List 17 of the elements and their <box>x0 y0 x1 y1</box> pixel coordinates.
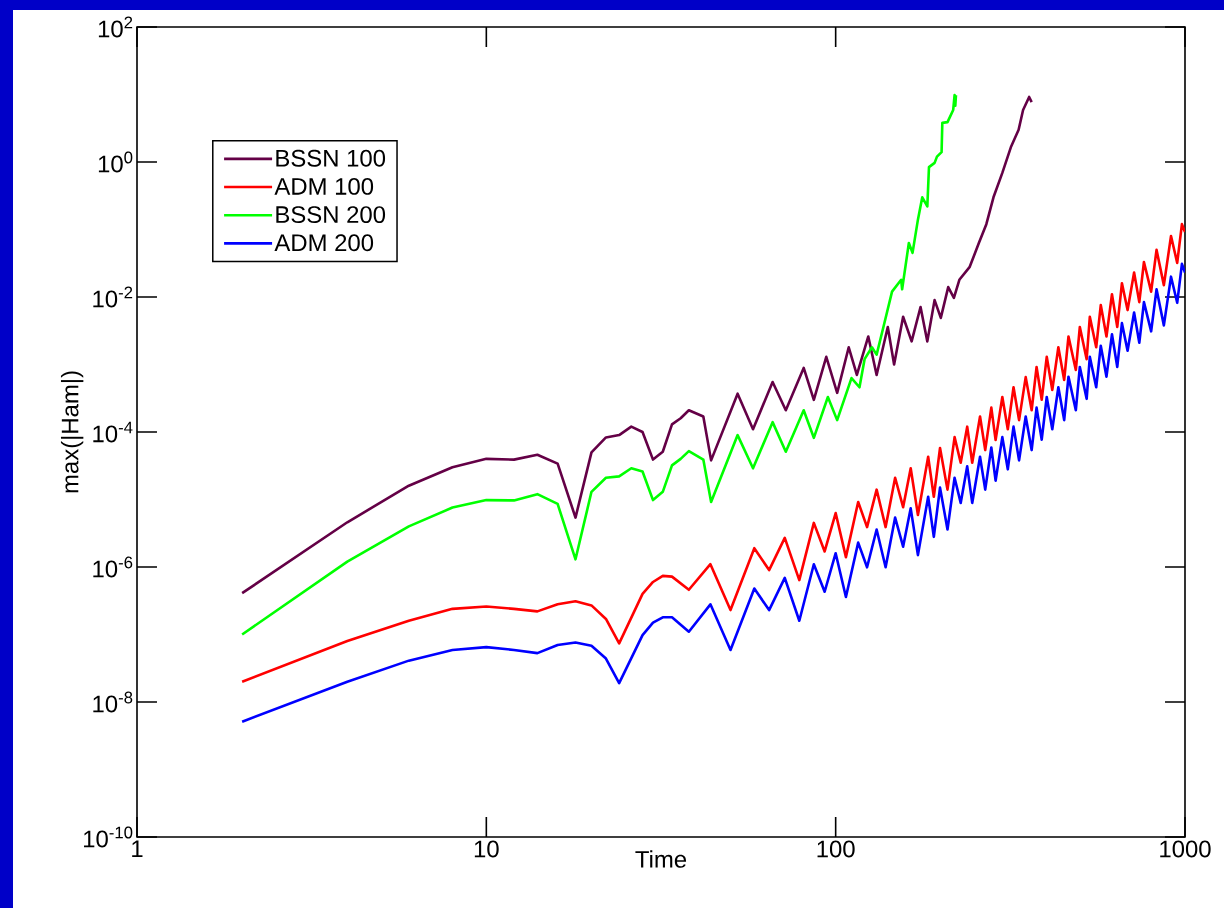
legend-label: ADM 200 <box>274 234 374 252</box>
x-axis-title: Time <box>635 850 687 868</box>
y-tick-label: 10$^{-8}$ <box>93 691 133 713</box>
y-tick-label: 10$^{-4}$ <box>93 421 133 443</box>
legend-label: BSSN 100 <box>276 149 386 167</box>
legend-label: BSSN 200 <box>276 206 386 224</box>
y-axis-title: max(|Ham|) <box>60 371 84 493</box>
x-tick-label: 10 <box>474 840 499 858</box>
x-tick-label: 100 <box>817 840 855 858</box>
y-tick-label: 10$^{-2}$ <box>93 286 133 308</box>
y-tick-label: 10$^{0}$ <box>98 151 133 173</box>
y-tick-label: 10$^{-6}$ <box>93 556 133 578</box>
x-tick-label: 1 <box>132 840 143 857</box>
y-tick-label: 10$^{-10}$ <box>84 826 133 848</box>
x-tick-label: 1000 <box>1160 840 1211 858</box>
legend-label: ADM 100 <box>274 177 374 195</box>
y-tick-label: 10$^{2}$ <box>98 16 133 38</box>
